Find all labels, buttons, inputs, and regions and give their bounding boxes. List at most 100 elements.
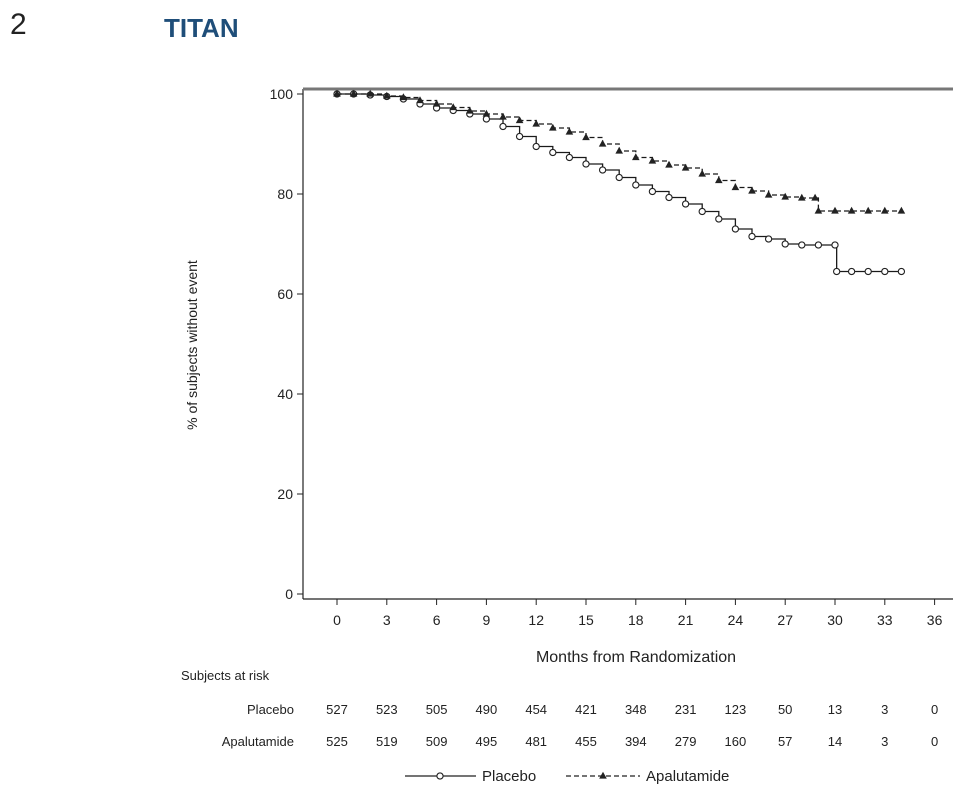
series-point-placebo	[482, 115, 491, 123]
series-point-placebo	[781, 240, 789, 248]
series-point-apalutamide	[366, 89, 374, 97]
series-point-apalutamide	[416, 96, 424, 104]
series-point-placebo	[847, 267, 856, 276]
x-tick-label: 9	[483, 612, 491, 628]
series-point-apalutamide	[449, 103, 457, 111]
x-tick-label: 15	[578, 612, 594, 628]
series-point-apalutamide	[598, 139, 607, 147]
series-point-apalutamide	[549, 123, 557, 131]
series-point-apalutamide	[897, 206, 906, 214]
risk-cell: 0	[931, 702, 938, 717]
risk-cell: 231	[675, 702, 697, 717]
risk-cell: 455	[575, 734, 597, 749]
risk-cell: 525	[326, 734, 348, 749]
series-point-placebo	[764, 235, 773, 243]
x-tick-label: 3	[383, 612, 391, 628]
y-tick-label: 100	[270, 86, 294, 102]
series-point-placebo	[798, 241, 806, 249]
risk-cell: 57	[778, 734, 792, 749]
series-point-placebo	[648, 187, 657, 196]
series-point-apalutamide	[715, 176, 723, 184]
risk-cell: 454	[525, 702, 547, 717]
risk-cell: 13	[828, 702, 842, 717]
series-point-placebo	[698, 207, 706, 216]
series-point-apalutamide	[432, 99, 441, 107]
risk-cell: 505	[426, 702, 448, 717]
series-point-apalutamide	[383, 91, 391, 99]
x-tick-label: 24	[728, 612, 744, 628]
legend-label-apalutamide: Apalutamide	[646, 768, 729, 785]
series-point-apalutamide	[698, 169, 706, 177]
series-point-apalutamide	[731, 183, 740, 191]
risk-cell: 279	[675, 734, 697, 749]
series-point-apalutamide	[764, 190, 773, 198]
series-point-placebo	[565, 153, 574, 162]
risk-cell: 3	[881, 702, 888, 717]
series-point-placebo	[665, 193, 673, 202]
series-point-placebo	[532, 142, 540, 151]
x-tick-label: 18	[628, 612, 644, 628]
series-point-apalutamide	[864, 206, 872, 214]
series-point-apalutamide	[811, 193, 819, 201]
series-point-apalutamide	[881, 206, 889, 214]
series-point-placebo	[515, 132, 524, 141]
series-apalutamide	[333, 89, 906, 214]
series-point-apalutamide	[847, 206, 856, 214]
series-point-apalutamide	[831, 206, 839, 214]
series-point-placebo	[897, 267, 906, 276]
legend-marker-apalutamide	[599, 771, 607, 779]
series-point-apalutamide	[333, 89, 341, 97]
y-axis-label: % of subjects without event	[184, 260, 200, 430]
series-point-apalutamide	[814, 206, 823, 214]
risk-table: Subjects at risk Placebo 527 523 505 490 454 4…	[181, 668, 938, 749]
series-point-placebo	[615, 173, 623, 182]
series-point-placebo	[864, 267, 872, 276]
series-point-placebo	[499, 122, 507, 131]
series-line-apalutamide	[337, 93, 902, 212]
series-point-apalutamide	[515, 116, 524, 124]
series-point-placebo	[715, 215, 723, 223]
series-point-placebo	[632, 181, 640, 189]
y-tick-label: 60	[277, 286, 293, 302]
legend-marker-placebo	[436, 772, 444, 780]
risk-table-title: Subjects at risk	[181, 668, 270, 683]
risk-cell: 527	[326, 702, 348, 717]
x-axis-label: Months from Randomization	[536, 649, 736, 666]
x-tick-label: 36	[927, 612, 943, 628]
series-point-placebo	[731, 225, 740, 233]
x-tick-label: 21	[678, 612, 694, 628]
risk-row-label: Placebo	[247, 702, 294, 717]
legend-label-placebo: Placebo	[482, 768, 536, 785]
risk-cell: 394	[625, 734, 647, 749]
series-point-apalutamide	[582, 133, 590, 141]
series-point-apalutamide	[399, 93, 408, 101]
plot-frame	[302, 87, 953, 600]
series-point-apalutamide	[615, 146, 623, 154]
figure-title: TITAN	[164, 13, 239, 43]
x-tick-label: 33	[877, 612, 893, 628]
risk-cell: 14	[828, 734, 842, 749]
series-point-apalutamide	[482, 109, 491, 117]
series-point-placebo	[681, 200, 690, 208]
series-point-placebo	[598, 166, 607, 174]
x-tick-label: 30	[827, 612, 843, 628]
y-tick-label: 40	[277, 386, 293, 402]
series-point-apalutamide	[565, 127, 574, 135]
risk-cell: 50	[778, 702, 792, 717]
series-point-placebo	[748, 232, 756, 241]
risk-cell: 509	[426, 734, 448, 749]
x-tick-label: 27	[777, 612, 793, 628]
series-point-apalutamide	[499, 112, 507, 120]
risk-cell: 523	[376, 702, 398, 717]
risk-cell: 160	[725, 734, 747, 749]
y-tick-label: 80	[277, 186, 293, 202]
risk-row-label: Apalutamide	[222, 734, 294, 749]
series-point-apalutamide	[781, 192, 789, 200]
y-tick-label: 0	[285, 586, 293, 602]
series-point-apalutamide	[466, 106, 474, 114]
series-placebo	[333, 90, 906, 276]
series-point-apalutamide	[681, 163, 690, 171]
risk-cell: 481	[525, 734, 547, 749]
